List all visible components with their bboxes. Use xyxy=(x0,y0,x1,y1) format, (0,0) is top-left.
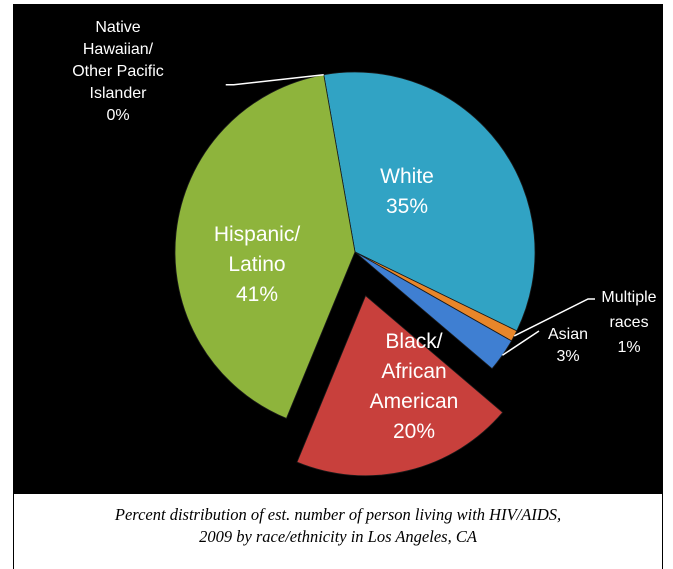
pie-slice-white xyxy=(323,71,536,332)
chart-caption: Percent distribution of est. number of p… xyxy=(114,505,562,546)
caption-box: Percent distribution of est. number of p… xyxy=(13,494,663,569)
pie-slice-hispanic-latino xyxy=(174,74,356,419)
pie-slice-black-african-american xyxy=(296,295,504,477)
data-label-black: Black/African American 20% xyxy=(370,330,459,443)
data-label-asian: Asian 3% xyxy=(548,326,588,365)
pie-chart: White 35% Hispanic/Latino 41% Black/African A… xyxy=(72,19,657,477)
leader-line-asian xyxy=(502,330,540,356)
data-label-multiple: Multiple races 1% xyxy=(601,289,656,356)
data-label-white: White 35% xyxy=(380,165,434,218)
leader-line-multiple-races xyxy=(513,298,595,337)
leader-line-native-hawaiian xyxy=(225,73,324,86)
data-label-hispanic: Hispanic/Latino 41% xyxy=(214,223,301,306)
pie-slice-asian xyxy=(354,251,513,370)
data-label-native: Native Hawaiian/Other Pacific Islander 0% xyxy=(72,19,164,124)
chart-area: White 35% Hispanic/Latino 41% Black/African A… xyxy=(13,4,663,494)
